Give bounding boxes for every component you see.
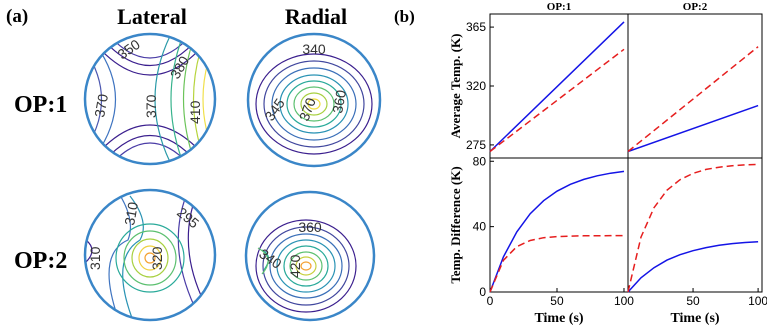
- circle-outline: [246, 32, 382, 168]
- y-tick-label: 365: [466, 20, 486, 34]
- contour-op1-radial: 340 345 370 360: [246, 32, 382, 168]
- series-line-blue: [489, 170, 625, 293]
- series-line-red: [627, 163, 759, 293]
- plot-frame: [489, 157, 629, 293]
- contour-label: 410: [187, 100, 203, 124]
- series-line-blue: [489, 21, 625, 153]
- x-axis-label: Time (s): [670, 311, 719, 326]
- x-axis-label: Time (s): [534, 311, 583, 326]
- y-tick-label: 275: [466, 138, 486, 152]
- y-tick-label: 320: [466, 79, 486, 93]
- panel-b-label: (b): [394, 7, 415, 26]
- circle-outline: [244, 190, 376, 322]
- contour-label: 310: [87, 246, 103, 270]
- series-line-red: [489, 234, 624, 293]
- row-header-op2: OP:2: [14, 248, 67, 274]
- row-header-op1: OP:1: [14, 92, 67, 118]
- contour-label: 310: [121, 201, 141, 227]
- circle-outline: [83, 188, 217, 322]
- col-header-lateral: Lateral: [117, 4, 187, 29]
- x-tick-label: 0: [487, 294, 494, 308]
- y-tick-label: 0: [479, 285, 486, 299]
- series-line-blue: [627, 104, 759, 153]
- contour-label: 345: [261, 95, 288, 123]
- col-header-radial: Radial: [285, 4, 347, 29]
- y-axis-label: Temp. Difference (K): [448, 166, 463, 283]
- circle-outline: [83, 32, 217, 166]
- plot-title: OP:2: [683, 1, 708, 13]
- contour-label: 370: [91, 93, 111, 119]
- y-axis-label: Average Temp. (K): [448, 34, 463, 139]
- series-line-red: [489, 48, 625, 153]
- series-line-blue: [627, 240, 759, 293]
- contour-label: 420: [287, 254, 303, 278]
- contour-label: 360: [329, 89, 349, 115]
- series-line-red: [627, 46, 759, 153]
- plot-frame: [627, 13, 763, 159]
- contour-label: 370: [143, 94, 159, 118]
- panel-a-label: (a): [6, 6, 28, 27]
- x-tick-label: 100: [614, 294, 634, 308]
- contour-op1-lateral: 350 380 370 370 410: [83, 32, 217, 166]
- contour-label: 370: [296, 95, 319, 123]
- contour-label: 340: [302, 41, 326, 57]
- contour-label: 360: [298, 219, 322, 235]
- contour-label: 320: [149, 246, 165, 270]
- plot-title: OP:1: [547, 1, 571, 13]
- y-tick-label: 40: [473, 220, 487, 234]
- y-tick-label: 80: [473, 154, 487, 168]
- plot-frame: [627, 157, 763, 293]
- x-tick-label: 50: [550, 294, 564, 308]
- x-tick-label: 100: [748, 294, 767, 308]
- x-tick-label: 50: [686, 294, 700, 308]
- contour-label: 350: [115, 36, 143, 63]
- contour-op2-lateral: 310 295 310 320: [83, 188, 217, 322]
- contour-op2-radial: 360 340 420: [244, 190, 376, 322]
